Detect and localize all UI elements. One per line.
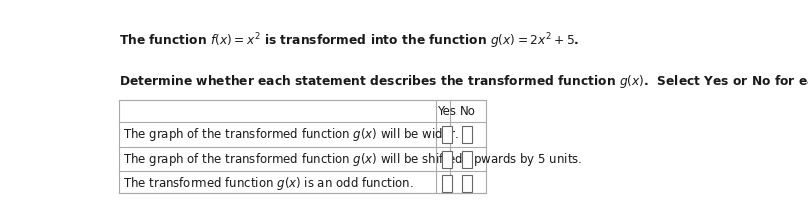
Bar [442,151,452,168]
Text: No: No [460,105,475,118]
Bar [119,101,486,193]
Bar [462,175,473,192]
Text: The graph of the transformed function $g(x)$ will be wider.: The graph of the transformed function $g… [123,126,458,143]
Text: The graph of the transformed function $g(x)$ will be shifted upwards by 5 units.: The graph of the transformed function $g… [123,151,582,168]
Bar [442,175,452,192]
Text: Yes: Yes [437,105,457,118]
Text: The function $f(x) = x^2$ is transformed into the function $g(x) = 2x^2 + 5$.: The function $f(x) = x^2$ is transformed… [119,31,579,51]
Text: Determine whether each statement describes the transformed function $g(x)$.  Sel: Determine whether each statement describ… [119,74,808,90]
Text: The transformed function $g(x)$ is an odd function.: The transformed function $g(x)$ is an od… [123,175,414,192]
Bar [462,126,473,143]
Bar [442,126,452,143]
Bar [462,151,473,168]
